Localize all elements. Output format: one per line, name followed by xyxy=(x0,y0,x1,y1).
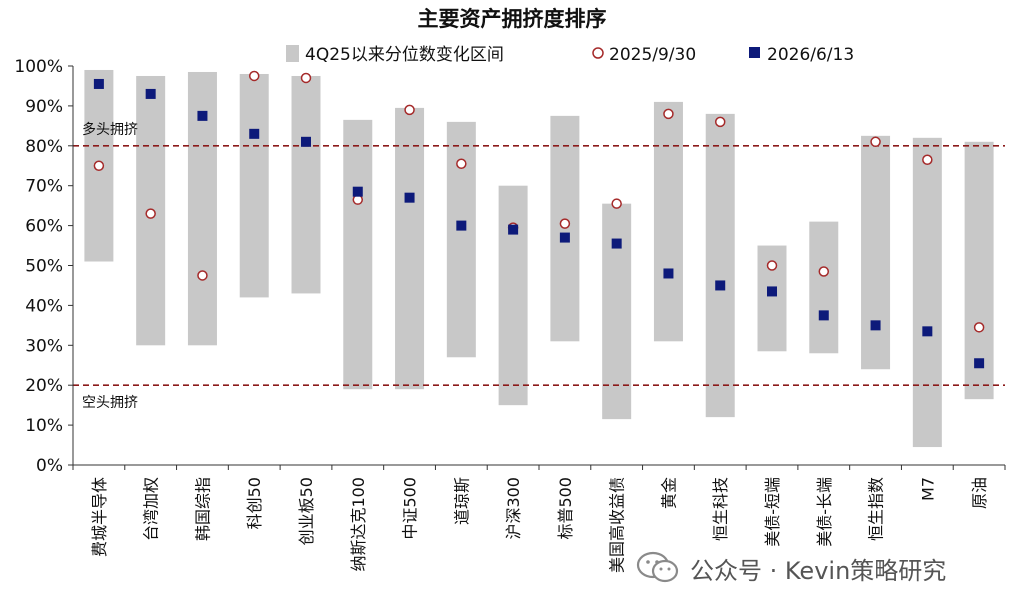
x-tick-label: 中证500 xyxy=(401,477,420,540)
series-a-point xyxy=(197,270,208,281)
y-tick-label: 0% xyxy=(36,456,63,476)
series-a-point xyxy=(145,208,156,219)
y-tick-label: 50% xyxy=(25,257,63,277)
y-tick-label: 20% xyxy=(25,376,63,396)
x-tick-label: 台湾加权 xyxy=(142,477,161,541)
series-b-point xyxy=(404,192,415,203)
legend-series-a-label: 2025/9/30 xyxy=(609,45,696,65)
series-a-point xyxy=(300,72,312,84)
y-tick-label: 70% xyxy=(25,177,63,197)
x-tick-label: 道琼斯 xyxy=(452,477,471,525)
series-b-point xyxy=(611,238,622,249)
x-tick-label: 科创50 xyxy=(245,477,264,529)
series-a-point xyxy=(818,266,830,277)
range-bar xyxy=(602,203,632,420)
x-tick-label: 沪深300 xyxy=(504,477,523,540)
legend-range-label: 4Q25以来分位数变化区间 xyxy=(305,45,504,65)
series-b-point xyxy=(93,78,104,89)
watermark: 公众号 · Kevin策略研究 xyxy=(636,548,946,588)
legend-series-b-marker xyxy=(749,47,760,58)
y-tick-label: 40% xyxy=(25,296,63,316)
range-bar xyxy=(705,113,735,418)
x-tick-label: 韩国综指 xyxy=(193,477,212,541)
y-tick-label: 100% xyxy=(14,57,63,77)
series-b-point xyxy=(301,136,311,147)
series-b-point xyxy=(663,268,674,279)
series-b-point xyxy=(456,220,467,231)
x-tick-label: 标普500 xyxy=(556,477,575,540)
series-a-point xyxy=(663,108,674,120)
series-b-point xyxy=(508,224,519,235)
series-b-point xyxy=(715,280,726,291)
x-tick-label: 原油 xyxy=(970,477,989,509)
series-a-point xyxy=(404,104,415,116)
range-bar xyxy=(446,121,476,358)
range-bar xyxy=(912,137,942,448)
y-tick-label: 80% xyxy=(25,137,63,157)
series-b-point xyxy=(870,320,881,331)
wechat-icon xyxy=(636,551,679,583)
range-bar xyxy=(395,107,425,390)
range-bar xyxy=(291,75,321,294)
legend-range-swatch xyxy=(286,45,299,62)
x-tick-label: 创业板50 xyxy=(297,477,316,545)
range-bar xyxy=(343,119,373,390)
series-b-point xyxy=(249,128,260,139)
series-a-point xyxy=(766,260,778,271)
series-b-point xyxy=(145,88,156,99)
series-b-point xyxy=(559,232,570,243)
series-b-point xyxy=(767,286,777,297)
series-a-point xyxy=(922,154,933,166)
range-bar xyxy=(861,135,891,370)
series-a-point xyxy=(870,136,881,148)
series-b-point xyxy=(352,186,363,197)
x-tick-label: 恒生科技 xyxy=(711,477,730,541)
y-tick-label: 90% xyxy=(25,97,63,117)
x-tick-label: 美债-短端 xyxy=(763,477,782,547)
x-tick-label: 恒生指数 xyxy=(867,477,886,541)
range-bar xyxy=(964,141,994,400)
watermark-text: 公众号 · Kevin策略研究 xyxy=(690,556,947,585)
series-a-point xyxy=(93,160,105,171)
series-b-point xyxy=(818,310,829,321)
series-b-point xyxy=(197,110,208,121)
series-a-point xyxy=(248,70,260,82)
y-tick-label: 30% xyxy=(25,336,63,356)
y-tick-label: 10% xyxy=(25,416,63,436)
series-a-point xyxy=(714,116,726,128)
x-tick-label: 美国高收益债 xyxy=(608,477,627,573)
legend-series-b-label: 2026/6/13 xyxy=(767,45,854,65)
reference-label: 多头拥挤 xyxy=(82,121,138,138)
range-bar xyxy=(809,221,839,354)
series-a-point xyxy=(611,198,622,209)
x-tick-label: 费城半导体 xyxy=(90,477,109,557)
legend-series-a-marker xyxy=(592,47,604,59)
y-tick-label: 60% xyxy=(25,217,63,237)
chart-title: 主要资产拥挤度排序 xyxy=(418,7,607,31)
series-a-point xyxy=(973,322,985,333)
x-tick-label: 黄金 xyxy=(659,477,678,509)
series-a-point xyxy=(456,158,467,170)
x-tick-label: 纳斯达克100 xyxy=(349,477,368,572)
series-b-point xyxy=(922,326,933,337)
range-bar xyxy=(239,73,269,298)
reference-label: 空头拥挤 xyxy=(82,395,138,411)
range-bar xyxy=(653,101,683,342)
series-b-point xyxy=(974,358,985,369)
series-a-point xyxy=(559,218,571,229)
x-tick-label: M7 xyxy=(918,477,937,501)
range-bar xyxy=(498,185,528,406)
x-tick-label: 美债-长端 xyxy=(815,477,834,547)
